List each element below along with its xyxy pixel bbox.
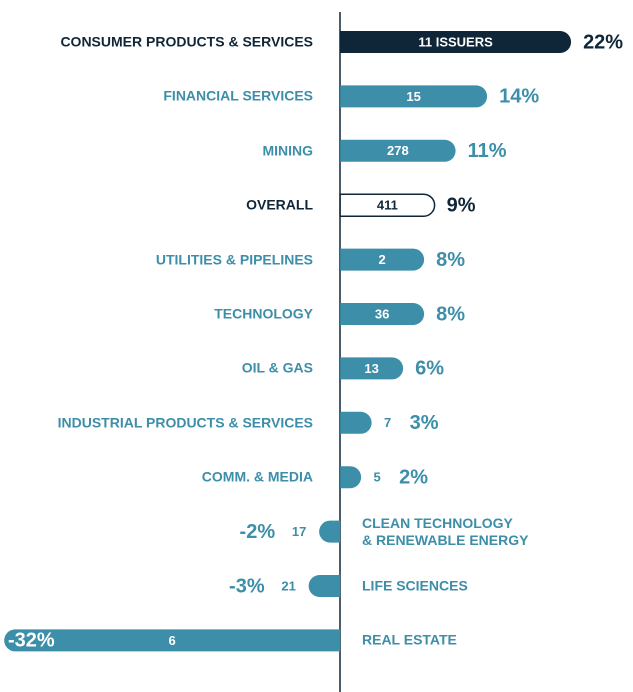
value-label: 8% bbox=[436, 303, 465, 325]
issuer-count: 7 bbox=[384, 415, 391, 430]
value-label: 22% bbox=[583, 31, 623, 53]
issuer-count: 278 bbox=[387, 143, 409, 158]
issuer-count: 21 bbox=[281, 578, 295, 593]
value-label: 6% bbox=[415, 358, 444, 380]
bar bbox=[340, 139, 456, 162]
category-label: CLEAN TECHNOLOGY & RENEWABLE ENERGY bbox=[362, 514, 529, 548]
bar bbox=[340, 31, 572, 53]
value-label: 2% bbox=[399, 466, 428, 488]
category-label: REAL ESTATE bbox=[362, 631, 457, 648]
category-label: COMM. & MEDIA bbox=[201, 468, 313, 485]
bar bbox=[319, 520, 341, 543]
issuer-count: 13 bbox=[364, 361, 378, 376]
issuer-count: 17 bbox=[292, 524, 306, 539]
category-label: OIL & GAS bbox=[241, 359, 313, 376]
bar bbox=[308, 575, 341, 597]
category-label: CONSUMER PRODUCTS & SERVICES bbox=[60, 33, 313, 50]
issuer-count: 2 bbox=[378, 252, 385, 267]
bar bbox=[340, 357, 404, 380]
bar bbox=[340, 85, 488, 108]
issuer-count: 411 bbox=[377, 198, 398, 213]
bar bbox=[339, 193, 436, 217]
value-label: -3% bbox=[229, 575, 265, 597]
value-label: 8% bbox=[436, 249, 465, 271]
category-label: UTILITIES & PIPELINES bbox=[155, 251, 313, 268]
category-label: MINING bbox=[262, 142, 313, 159]
bar bbox=[340, 303, 425, 325]
issuer-count: 11 ISSUERS bbox=[418, 34, 493, 49]
value-label: 3% bbox=[410, 412, 439, 434]
value-label: -32% bbox=[8, 630, 55, 652]
value-label: 9% bbox=[447, 194, 476, 216]
category-label: OVERALL bbox=[246, 196, 313, 213]
bar bbox=[340, 248, 425, 271]
category-label: FINANCIAL SERVICES bbox=[163, 87, 313, 104]
issuer-count: 36 bbox=[375, 306, 389, 321]
value-label: 11% bbox=[468, 140, 507, 162]
issuer-count: 6 bbox=[169, 633, 176, 648]
category-label: INDUSTRIAL PRODUCTS & SERVICES bbox=[57, 414, 313, 431]
bar bbox=[340, 411, 372, 434]
issuer-count: 5 bbox=[373, 470, 380, 485]
issuer-count: 15 bbox=[406, 89, 420, 104]
category-label: LIFE SCIENCES bbox=[362, 577, 468, 594]
value-label: -2% bbox=[240, 521, 276, 543]
bar bbox=[4, 629, 341, 652]
value-label: 14% bbox=[499, 86, 539, 108]
category-label: TECHNOLOGY bbox=[214, 305, 313, 322]
bar bbox=[340, 466, 362, 489]
